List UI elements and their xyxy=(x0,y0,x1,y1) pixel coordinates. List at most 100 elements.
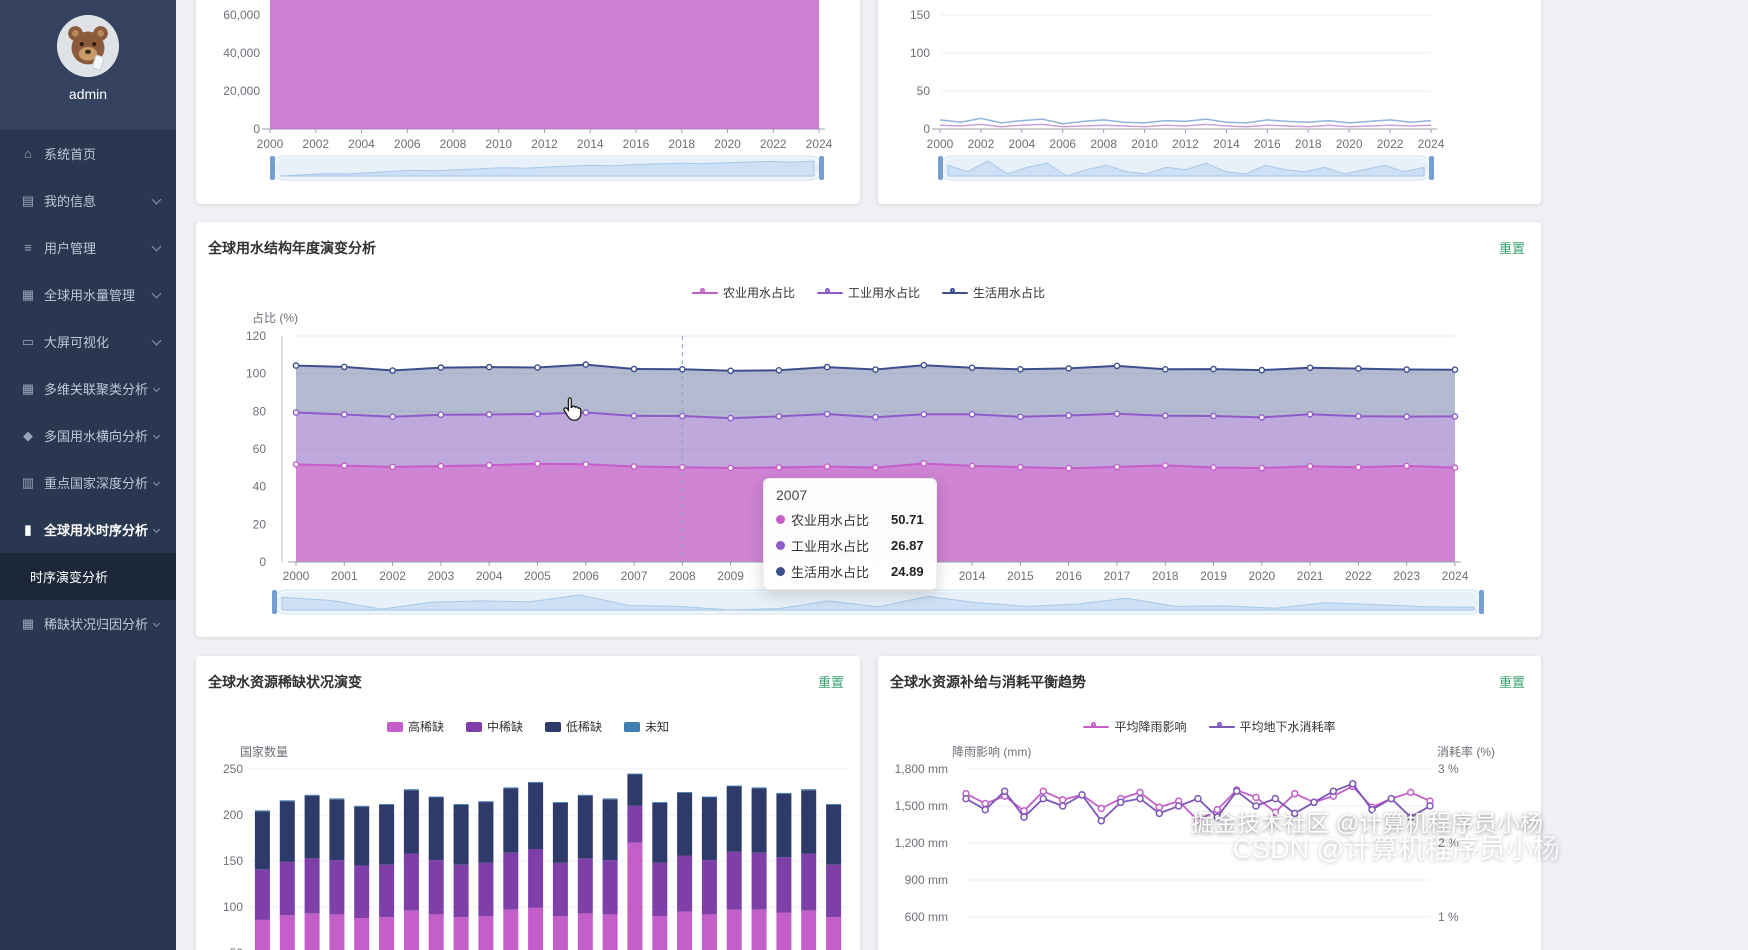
grid-icon: ▦ xyxy=(21,615,35,631)
svg-text:200: 200 xyxy=(223,808,243,822)
svg-text:100: 100 xyxy=(910,46,930,60)
legend-item[interactable]: 农业用水占比 xyxy=(691,284,795,301)
svg-text:2007: 2007 xyxy=(621,569,648,583)
card-title: 全球水资源补给与消耗平衡趋势 xyxy=(890,674,1086,690)
legend-label: 平均地下水消耗率 xyxy=(1239,720,1336,734)
card-title: 全球用水结构年度演变分析 xyxy=(208,240,376,256)
chevron-down-icon xyxy=(152,525,161,534)
chart-legend: 农业用水占比 工业用水占比 生活用水占比 xyxy=(196,284,1541,301)
svg-text:2006: 2006 xyxy=(572,569,599,583)
balance-chart[interactable]: 降雨影响 (mm) 消耗率 (%) 1,800 mm 1,500 mm 1,200 mm… xyxy=(878,656,1541,950)
percapita-chart[interactable]: 0 50 100 150 2000 2002 2004 2006 2008 2010 2012 201… xyxy=(878,0,1541,204)
sidebar-item[interactable]: ≡ 用户管理 xyxy=(0,224,176,271)
grid-icon: ▦ xyxy=(21,286,35,302)
sidebar-item[interactable]: 时序演变分析 xyxy=(0,553,176,600)
sidebar-item[interactable]: ▮ 全球用水时序分析 xyxy=(0,506,176,553)
legend-label: 高稀缺 xyxy=(407,720,444,734)
legend-item[interactable]: 平均地下水消耗率 xyxy=(1208,718,1336,735)
datazoom-slider[interactable] xyxy=(938,155,1434,181)
reset-button[interactable]: 重置 xyxy=(1498,241,1525,256)
svg-text:2000: 2000 xyxy=(283,569,310,583)
datazoom-handle-right[interactable] xyxy=(819,156,824,180)
usage-total-chart[interactable]: 0 20,000 40,000 60,000 2000 2002 2004 2006 2008 2… xyxy=(196,0,860,204)
chevron-down-icon xyxy=(152,619,161,628)
card-title: 全球水资源稀缺状况演变 xyxy=(208,674,362,690)
card-scarcity: 全球水资源稀缺状况演变 重置 高稀缺 中稀缺 低稀缺 未知 国家数量 50 100 150 2… xyxy=(196,656,860,950)
legend-item[interactable]: 工业用水占比 xyxy=(816,284,920,301)
sidebar-item[interactable]: ⌂ 系统首页 xyxy=(0,130,176,177)
legend-label: 生活用水占比 xyxy=(973,286,1046,300)
svg-text:60: 60 xyxy=(253,442,267,456)
svg-text:60,000: 60,000 xyxy=(223,8,260,22)
svg-text:50: 50 xyxy=(917,84,931,98)
sidebar-item[interactable]: ◆ 多国用水横向分析 xyxy=(0,412,176,459)
legend-item[interactable]: 生活用水占比 xyxy=(942,284,1045,301)
sidebar-item[interactable]: ▤ 我的信息 xyxy=(0,177,176,224)
reset-button[interactable]: 重置 xyxy=(817,675,844,690)
datazoom-handle-left[interactable] xyxy=(272,590,277,614)
legend-item[interactable]: 高稀缺 xyxy=(386,718,444,735)
datazoom-slider[interactable] xyxy=(270,155,824,181)
reset-button[interactable]: 重置 xyxy=(1498,675,1525,690)
screen-icon: ▭ xyxy=(21,333,35,349)
datazoom-handle-right[interactable] xyxy=(1429,156,1434,180)
chevron-down-icon xyxy=(152,431,161,440)
svg-text:2008: 2008 xyxy=(440,137,467,151)
sidebar-item[interactable]: ▥ 重点国家深度分析 xyxy=(0,459,176,506)
svg-text:降雨影响 (mm): 降雨影响 (mm) xyxy=(952,744,1031,759)
scarcity-chart[interactable]: 国家数量 50 100 150 200 250 xyxy=(196,656,860,950)
svg-text:2019: 2019 xyxy=(1200,569,1227,583)
chart-legend: 高稀缺 中稀缺 低稀缺 未知 xyxy=(196,718,860,735)
datazoom-handle-left[interactable] xyxy=(270,156,275,180)
legend-item[interactable]: 未知 xyxy=(624,718,669,735)
sidebar-menu: ⌂ 系统首页 ▤ 我的信息 ≡ 用户管理 ▦ 全球用水量管理 ▭ 大屏可视化 ▦ 多维关联聚类分析 ◆ 多… xyxy=(0,130,176,647)
legend-marker xyxy=(545,721,561,732)
svg-text:2006: 2006 xyxy=(1049,137,1076,151)
series-icon: ▮ xyxy=(24,521,32,537)
sidebar-item[interactable]: ▭ 大屏可视化 xyxy=(0,318,176,365)
legend-marker xyxy=(624,721,641,732)
svg-text:占比 (%): 占比 (%) xyxy=(252,310,298,325)
tooltip-year: 2007 xyxy=(776,487,808,503)
svg-text:2008: 2008 xyxy=(1090,137,1117,151)
svg-text:2015: 2015 xyxy=(1007,569,1034,583)
svg-text:2012: 2012 xyxy=(531,137,558,151)
svg-text:2020: 2020 xyxy=(714,137,741,151)
sidebar-item[interactable]: ▦ 稀缺状况归因分析 xyxy=(0,600,176,647)
legend-item[interactable]: 平均降雨影响 xyxy=(1083,718,1187,735)
svg-text:2017: 2017 xyxy=(1104,569,1131,583)
svg-text:2000: 2000 xyxy=(927,137,954,151)
chevron-down-icon xyxy=(152,384,161,393)
sidebar-item[interactable]: ▦ 多维关联聚类分析 xyxy=(0,365,176,412)
legend-label: 未知 xyxy=(645,720,670,734)
svg-text:消耗率 (%): 消耗率 (%) xyxy=(1437,744,1495,759)
svg-text:2012: 2012 xyxy=(1172,137,1199,151)
legend-marker xyxy=(1083,721,1110,728)
chevron-down-icon xyxy=(151,241,162,252)
datazoom-slider[interactable] xyxy=(272,589,1484,615)
svg-text:2010: 2010 xyxy=(1131,137,1158,151)
svg-text:100: 100 xyxy=(246,367,266,381)
datazoom-handle-right[interactable] xyxy=(1479,590,1484,614)
legend-item[interactable]: 中稀缺 xyxy=(465,718,523,735)
datazoom-handle-left[interactable] xyxy=(938,156,943,180)
svg-text:2016: 2016 xyxy=(623,137,650,151)
svg-text:100: 100 xyxy=(223,900,243,914)
svg-text:40: 40 xyxy=(253,480,267,494)
sidebar-item[interactable]: ▦ 全球用水量管理 xyxy=(0,271,176,318)
svg-text:150: 150 xyxy=(910,8,930,22)
svg-text:2002: 2002 xyxy=(302,137,329,151)
svg-text:250: 250 xyxy=(223,762,243,776)
username: admin xyxy=(68,86,108,102)
svg-text:2006: 2006 xyxy=(394,137,421,151)
legend-marker xyxy=(1208,721,1235,728)
legend-item[interactable]: 低稀缺 xyxy=(545,718,602,735)
svg-text:2 %: 2 % xyxy=(1438,836,1459,850)
svg-text:120: 120 xyxy=(246,329,266,343)
legend-label: 工业用水占比 xyxy=(847,286,920,300)
svg-text:600 mm: 600 mm xyxy=(905,910,948,924)
svg-text:2004: 2004 xyxy=(476,569,503,583)
sidebar-item-label: 系统首页 xyxy=(44,147,97,162)
tooltip-series-label: 工业用水占比 xyxy=(791,539,870,554)
avatar[interactable] xyxy=(57,15,119,77)
